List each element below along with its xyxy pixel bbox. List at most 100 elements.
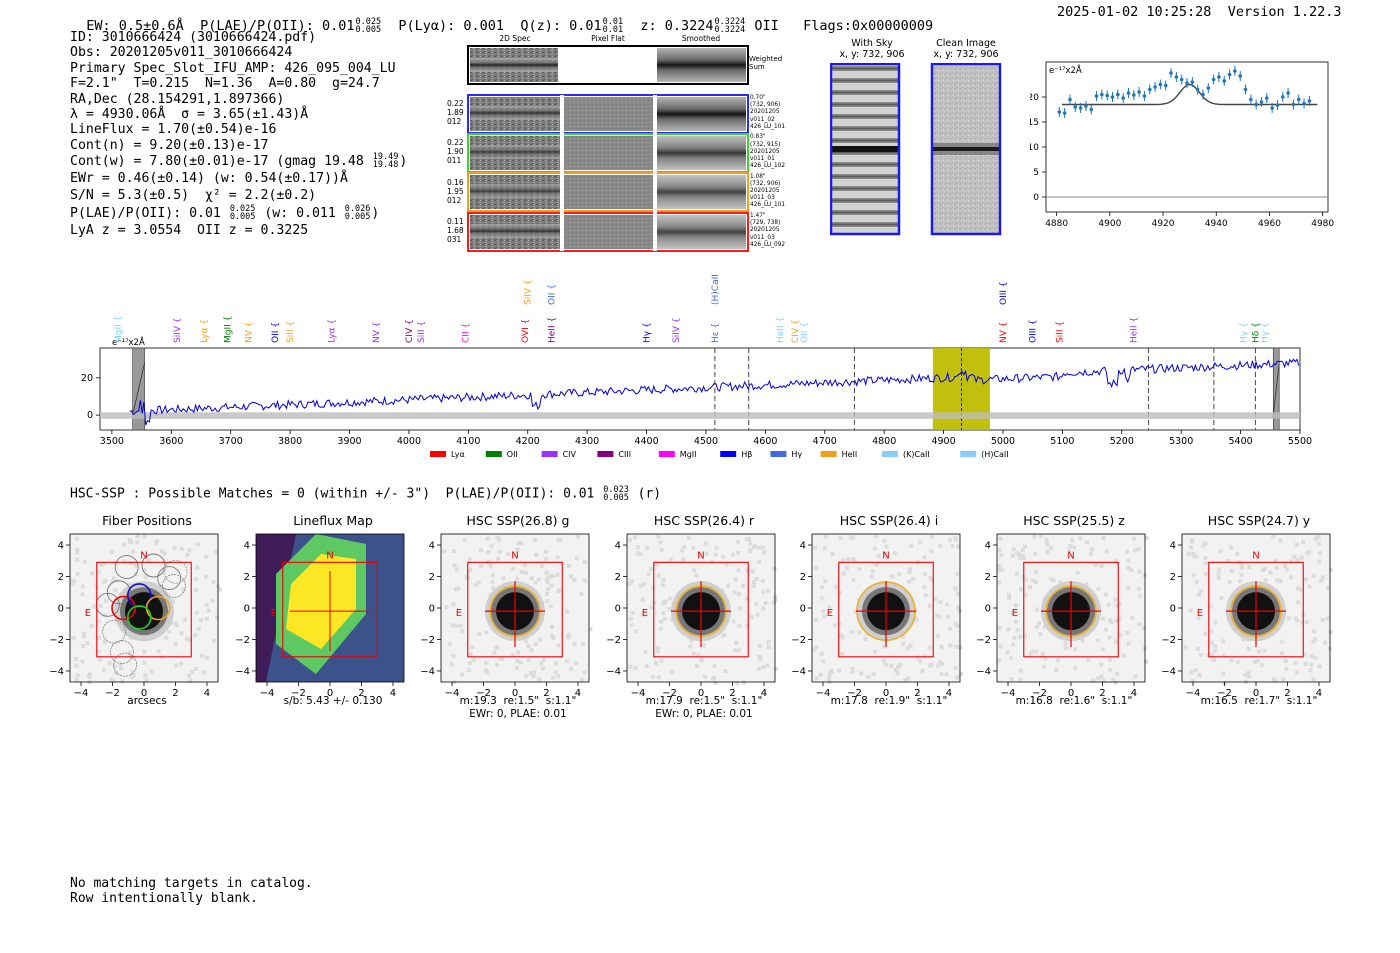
z-lo: 0.3224	[714, 25, 746, 35]
fiber-row-4	[467, 212, 749, 252]
z-value: z: 0.3224	[640, 18, 714, 34]
fiber-circle	[114, 555, 139, 580]
line-id-label: NV {	[372, 322, 382, 343]
panel-ytick: −4	[977, 666, 991, 677]
panel-ytick: 0	[985, 604, 991, 615]
spectrum-xtick: 4400	[634, 436, 658, 447]
panel-xtick: −2	[662, 688, 677, 699]
plae-lo: 0.005	[355, 25, 382, 35]
zoom-point	[1243, 87, 1248, 92]
svg-text:SiIV {: SiIV {	[672, 317, 682, 343]
clean-image-xy: x, y: 732, 906	[933, 49, 999, 60]
svg-text:OIII {: OIII {	[1029, 319, 1039, 343]
info-plae: P(LAE)/P(OII): 0.01	[70, 205, 221, 221]
spectrum-unit-label: e⁻¹⁷x2Å	[112, 336, 145, 348]
line-id-label: Hγ {	[1240, 322, 1250, 343]
panel-title: HSC SSP(26.8) g	[466, 513, 570, 528]
cutout-row-right-1: 0.70" (732, 906) 20201205 v011_02 426_LU…	[750, 95, 786, 130]
zoom-point	[1137, 90, 1141, 94]
zoom-ytick: 20	[1030, 93, 1039, 103]
panel-image: N E −4 −2 0 2 4 4 2 0 −2 −4	[792, 533, 964, 699]
panel-image: N E −4 −2 0 2 4 4 2 0 −2 −4	[50, 533, 222, 699]
info-contw-row: Cont(w) = 7.80(±0.01)e-17 (gmag 19.48 19…	[70, 153, 407, 171]
panel-xtick: −4	[1186, 688, 1201, 699]
panel-xtick: 4	[1316, 688, 1322, 699]
panel-ytick: 0	[1170, 604, 1176, 615]
zoom-point	[1206, 86, 1211, 90]
svg-text:MgII: MgII	[680, 450, 697, 459]
zoom-point	[1249, 97, 1253, 102]
info-contw: Cont(w) = 7.80(±0.01)e-17 (gmag 19.48	[70, 154, 364, 170]
line-id-label: CII {	[461, 323, 471, 343]
east-label: E	[456, 608, 462, 619]
line-id-label: OII {	[271, 322, 281, 343]
panel-xtick: −4	[631, 688, 646, 699]
spectrum-xtick: 4100	[456, 436, 480, 447]
fiber-circle	[157, 566, 182, 591]
with-sky-xy: x, y: 732, 906	[839, 49, 905, 60]
line-id-label: SiII {	[417, 321, 427, 343]
panel-ytick: 4	[800, 541, 806, 552]
zoom-unit-label: e⁻¹⁷x2Å	[1049, 64, 1082, 76]
spectrum-xtick: 4000	[397, 436, 421, 447]
panel-title: HSC SSP(24.7) y	[1207, 513, 1311, 528]
legend-item: Lyα	[430, 450, 465, 459]
panel-caption: m:16.5 re:1.7" s:1.1"	[1200, 695, 1318, 707]
panel-xtick: 4	[946, 688, 952, 699]
panel-xtick: 0	[512, 688, 518, 699]
panel-ytick: −2	[607, 635, 621, 646]
spectrum-xtick: 3500	[100, 436, 124, 447]
spectrum-xtick: 4600	[753, 436, 777, 447]
line-id-label: HeII {	[776, 317, 786, 343]
east-label: E	[827, 608, 833, 619]
svg-text:Hδ {: Hδ {	[1251, 322, 1261, 343]
col-smoothed: Smoothed	[681, 34, 721, 43]
zoom-point	[1084, 104, 1088, 108]
zoom-point	[1121, 96, 1125, 100]
plae-value: P(LAE)/P(OII): 0.01	[200, 18, 355, 34]
svg-text:SiII {: SiII {	[417, 321, 427, 343]
panel-ytick: 2	[244, 572, 250, 583]
svg-text:SiII {: SiII {	[286, 321, 296, 343]
zoom-ytick: 0	[1033, 193, 1039, 203]
with-sky-image	[830, 63, 901, 236]
contw-hi: 19.49	[372, 152, 399, 163]
col-pixel-flat: Pixel Flat	[591, 34, 625, 43]
qz-lo: 0.01	[602, 25, 624, 35]
panel-image: N E −4 −2 0 2 4 4 2 0 −2 −4	[421, 533, 593, 699]
with-sky-label: With Sky	[851, 38, 893, 49]
panel-title: HSC SSP(26.4) i	[839, 513, 939, 528]
line-id-label: SiIV {	[524, 279, 534, 305]
panel-xtick: −2	[847, 688, 862, 699]
spectrum-xtick: 5500	[1288, 436, 1312, 447]
cutout-row-left-2: 0.22 1.90 011	[447, 138, 464, 166]
panel-xtick: −2	[291, 688, 306, 699]
legend-item: CIII	[597, 450, 631, 459]
datetime: 2025-01-02 10:25:28	[1057, 4, 1212, 20]
zoom-line-plot: 4880 4900 4920 4940 4960 4980 0 5 10 15 20 e⁻¹⁷x2Å	[1030, 61, 1334, 229]
cutout-row-left-1: 0.22 1.89 012	[447, 99, 464, 126]
zoom-point	[1222, 79, 1227, 83]
panel-ytick: −4	[50, 666, 64, 677]
east-label: E	[1012, 608, 1018, 619]
cutout-stack	[467, 45, 749, 252]
panel-xtick: −2	[1217, 688, 1232, 699]
line-id-label: MgII {	[224, 316, 234, 343]
search-box	[838, 561, 934, 658]
svg-text:Lyα: Lyα	[451, 450, 465, 459]
info-plae-w: (w: 0.011	[264, 205, 336, 221]
spectrum-xtick: 5200	[1110, 436, 1134, 447]
panel-xtick: −2	[105, 688, 120, 699]
line-id-label: NV {	[999, 322, 1009, 343]
fiber-circle	[126, 583, 152, 608]
panel-xtick: 2	[172, 688, 178, 699]
fiber-circle	[111, 595, 136, 621]
zoom-point	[1201, 92, 1205, 97]
zoom-point	[1105, 93, 1109, 98]
zoom-point	[1116, 92, 1120, 97]
panel-ytick: 0	[429, 604, 435, 615]
footer-line-2: Row intentionally blank.	[70, 891, 258, 906]
panel-xtick: 0	[141, 688, 147, 699]
spectrum-xtick: 4500	[694, 436, 718, 447]
fiber-row-1	[467, 94, 749, 134]
